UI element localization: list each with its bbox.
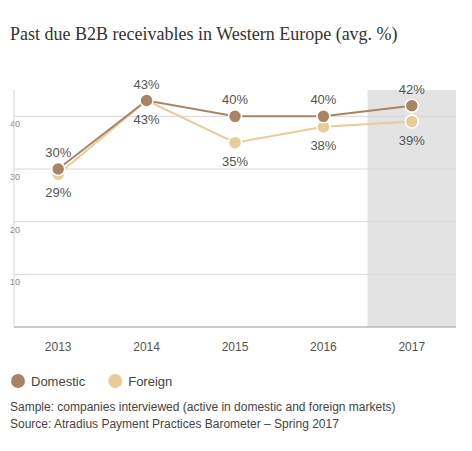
legend-label: Domestic: [31, 374, 86, 389]
marker: [405, 99, 418, 112]
note: Source: Atradius Payment Practices Barom…: [10, 417, 339, 431]
y-tick-label: 10: [10, 277, 20, 287]
series-line: [58, 101, 412, 169]
data-label: 42%: [399, 82, 425, 97]
data-label: 40%: [222, 92, 248, 107]
data-label: 43%: [134, 112, 160, 127]
x-tick-label: 2014: [133, 340, 160, 354]
grid-line: [14, 274, 456, 275]
highlight-band: [368, 90, 456, 327]
marker: [229, 110, 242, 123]
x-tick-label: 2016: [310, 340, 337, 354]
legend-label: Foreign: [128, 374, 172, 389]
legend-swatch: [11, 374, 25, 388]
y-axis-line: [14, 90, 15, 327]
y-tick-label: 20: [10, 225, 20, 235]
note: Sample: companies interviewed (active in…: [10, 400, 396, 414]
marker: [52, 163, 65, 176]
data-label: 43%: [134, 77, 160, 92]
data-label: 39%: [399, 133, 425, 148]
marker: [317, 110, 330, 123]
legend: Domestic Foreign: [11, 374, 172, 389]
data-label: 30%: [45, 145, 71, 160]
grid: [14, 116, 456, 274]
legend-swatch: [108, 374, 122, 388]
x-tick-label: 2017: [398, 340, 425, 354]
title: Past due B2B receivables in Western Euro…: [10, 24, 398, 45]
data-label: 38%: [310, 138, 336, 153]
grid-line: [14, 221, 456, 222]
chart: Past due B2B receivables in Western Euro…: [0, 0, 472, 451]
data-label: 29%: [45, 185, 71, 200]
x-tick-label: 2013: [45, 340, 72, 354]
series-line: [58, 101, 412, 175]
y-tick-label: 30: [10, 172, 20, 182]
marker: [140, 94, 153, 107]
marker: [229, 136, 242, 149]
data-label: 35%: [222, 154, 248, 169]
marker: [405, 115, 418, 128]
marker: [140, 94, 153, 107]
x-axis-line: [14, 327, 456, 328]
x-tick-label: 2015: [222, 340, 249, 354]
data-label: 40%: [310, 92, 336, 107]
y-tick-label: 40: [10, 119, 20, 129]
data-labels: 29% 43% 35% 38% 39% 30% 43% 40% 40% 42%: [45, 77, 425, 201]
